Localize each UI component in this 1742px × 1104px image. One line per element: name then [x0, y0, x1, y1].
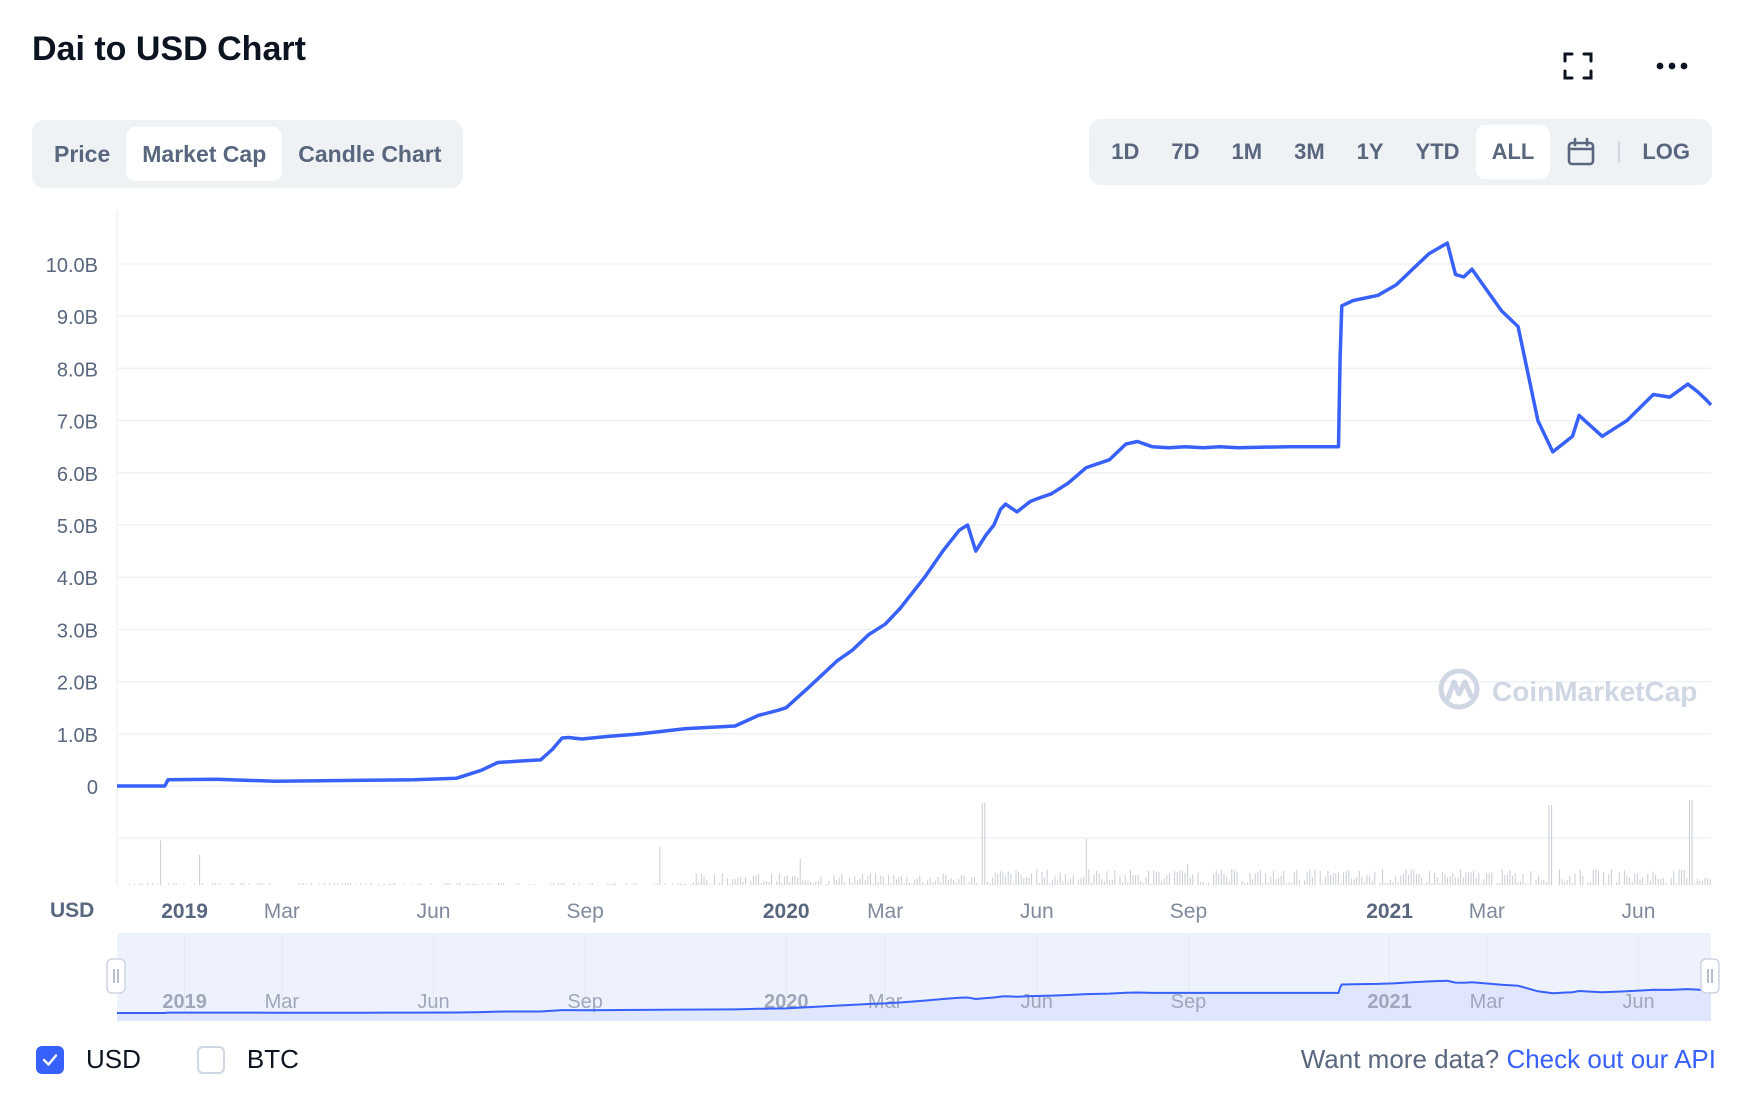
y-tick-label: 7.0B	[57, 412, 98, 434]
navigator-tick-label: Jun	[1622, 991, 1654, 1013]
coinmarketcap-logo: CoinMarketCap	[1438, 668, 1697, 710]
grid-lines	[116, 210, 1711, 885]
watermark-text: CoinMarketCap	[1492, 676, 1697, 707]
calendar-icon[interactable]	[1550, 125, 1612, 179]
y-tick-label: 4.0B	[57, 568, 98, 590]
usd-checkbox[interactable]	[36, 1045, 64, 1074]
btc-checkbox[interactable]	[196, 1045, 225, 1074]
y-tick-label: 2.0B	[57, 673, 98, 695]
tab-candle-chart[interactable]: Candle Chart	[298, 140, 442, 167]
currency-axis-label: USD	[50, 899, 94, 922]
time-range-tabs: 1D 7D 1M 3M 1Y YTD ALL LOG	[1089, 119, 1712, 185]
navigator-tick-label: Sep	[1171, 991, 1207, 1013]
navigator-tick-label: 2019	[162, 991, 207, 1013]
x-tick-label: Mar	[264, 900, 300, 923]
range-ytd[interactable]: YTD	[1415, 139, 1460, 164]
y-tick-label: 10.0B	[46, 255, 98, 277]
range-navigator[interactable]: 2019 Mar Jun Sep 2020 Mar Jun Sep 2021 Mar Jun	[106, 933, 1720, 1021]
x-tick-label: Mar	[867, 900, 903, 923]
navigator-tick-label: Mar	[1470, 991, 1505, 1013]
navigator-tick-label: 2021	[1367, 991, 1412, 1013]
chart-actions	[1556, 44, 1694, 88]
navigator-left-handle[interactable]	[106, 958, 126, 994]
y-tick-label: 1.0B	[57, 725, 98, 747]
x-tick-label: 2021	[1366, 900, 1413, 923]
toolbar-divider	[1618, 141, 1621, 163]
log-toggle[interactable]: LOG	[1642, 139, 1690, 164]
navigator-area	[117, 980, 1711, 1021]
x-axis-ticks: 2019 Mar Jun Sep 2020 Mar Jun Sep 2021 Mar Jun	[161, 900, 1655, 923]
y-tick-label: 6.0B	[57, 464, 98, 486]
y-tick-label: 3.0B	[57, 620, 98, 642]
api-promo: Want more data? Check out our API	[1301, 1044, 1716, 1075]
navigator-tick-label: 2020	[764, 991, 809, 1013]
currency-legend: USD BTC	[36, 1044, 299, 1075]
x-tick-label: Jun	[417, 900, 451, 923]
navigator-ticks: 2019 Mar Jun Sep 2020 Mar Jun Sep 2021 Mar Jun	[162, 933, 1655, 1021]
x-tick-label: Sep	[1170, 900, 1207, 923]
expand-icon[interactable]	[1556, 44, 1600, 88]
y-tick-label: 9.0B	[57, 307, 98, 329]
y-tick-label: 0	[87, 777, 98, 799]
market-cap-line	[117, 241, 1713, 788]
tab-market-cap[interactable]: Market Cap	[126, 127, 283, 181]
range-all[interactable]: ALL	[1475, 125, 1551, 179]
navigator-tick-label: Mar	[868, 991, 903, 1013]
navigator-line	[117, 979, 1712, 1014]
api-link[interactable]: Check out our API	[1506, 1044, 1716, 1074]
x-tick-label: 2020	[763, 900, 810, 923]
navigator-right-handle[interactable]	[1700, 958, 1720, 994]
navigator-tick-label: Jun	[1021, 991, 1053, 1013]
market-cap-chart: CoinMarketCap 10.0B 9.0B 8.0B 7.0B 6.0B 5.0B 4…	[46, 210, 1720, 1021]
chart-type-tabs: Price Market Cap Candle Chart	[32, 120, 464, 188]
check-icon	[42, 1053, 58, 1066]
x-tick-label: Sep	[566, 900, 603, 923]
x-tick-label: Jun	[1020, 900, 1054, 923]
more-icon[interactable]	[1650, 44, 1694, 88]
range-1m[interactable]: 1M	[1231, 139, 1263, 164]
y-tick-label: 8.0B	[57, 359, 98, 381]
btc-label: BTC	[246, 1044, 299, 1074]
navigator-tick-label: Jun	[417, 991, 449, 1013]
tab-price[interactable]: Price	[54, 140, 111, 167]
navigator-tick-label: Sep	[567, 991, 603, 1013]
range-1y[interactable]: 1Y	[1356, 139, 1384, 164]
y-axis-ticks: 10.0B 9.0B 8.0B 7.0B 6.0B 5.0B 4.0B 3.0B 2.0B 1.0…	[46, 255, 98, 799]
page-title: Dai to USD Chart	[32, 30, 306, 68]
volume-bars	[128, 800, 1711, 885]
x-tick-label: 2019	[161, 900, 208, 923]
x-tick-label: Jun	[1622, 900, 1656, 923]
range-1d[interactable]: 1D	[1111, 139, 1140, 164]
range-7d[interactable]: 7D	[1171, 139, 1200, 164]
navigator-tick-label: Mar	[265, 991, 300, 1013]
range-3m[interactable]: 3M	[1294, 139, 1325, 164]
usd-label: USD	[86, 1044, 141, 1074]
x-tick-label: Mar	[1469, 900, 1505, 923]
y-tick-label: 5.0B	[57, 516, 98, 538]
api-prefix: Want more data?	[1300, 1044, 1500, 1074]
